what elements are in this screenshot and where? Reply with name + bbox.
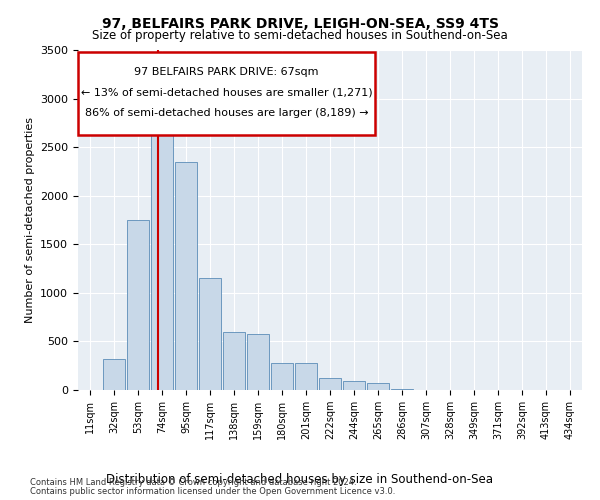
Bar: [199, 278, 221, 390]
Text: 97, BELFAIRS PARK DRIVE, LEIGH-ON-SEA, SS9 4TS: 97, BELFAIRS PARK DRIVE, LEIGH-ON-SEA, S…: [101, 18, 499, 32]
Bar: [223, 332, 245, 390]
Text: ← 13% of semi-detached houses are smaller (1,271): ← 13% of semi-detached houses are smalle…: [81, 88, 373, 98]
Bar: [175, 162, 197, 390]
Bar: [247, 334, 269, 390]
Bar: [151, 60, 173, 390]
Bar: [103, 359, 125, 390]
Text: Distribution of semi-detached houses by size in Southend-on-Sea: Distribution of semi-detached houses by …: [107, 472, 493, 486]
Text: Contains HM Land Registry data © Crown copyright and database right 2024.: Contains HM Land Registry data © Crown c…: [30, 478, 356, 487]
Bar: [319, 378, 341, 390]
Bar: [343, 382, 365, 390]
Text: Contains public sector information licensed under the Open Government Licence v3: Contains public sector information licen…: [30, 486, 395, 496]
Text: Size of property relative to semi-detached houses in Southend-on-Sea: Size of property relative to semi-detach…: [92, 29, 508, 42]
Bar: [367, 383, 389, 390]
Y-axis label: Number of semi-detached properties: Number of semi-detached properties: [25, 117, 35, 323]
Text: 86% of semi-detached houses are larger (8,189) →: 86% of semi-detached houses are larger (…: [85, 108, 368, 118]
Bar: [271, 363, 293, 390]
Bar: [127, 220, 149, 390]
Bar: [391, 389, 413, 390]
FancyBboxPatch shape: [78, 52, 376, 135]
Bar: [295, 364, 317, 390]
Text: 97 BELFAIRS PARK DRIVE: 67sqm: 97 BELFAIRS PARK DRIVE: 67sqm: [134, 67, 319, 77]
